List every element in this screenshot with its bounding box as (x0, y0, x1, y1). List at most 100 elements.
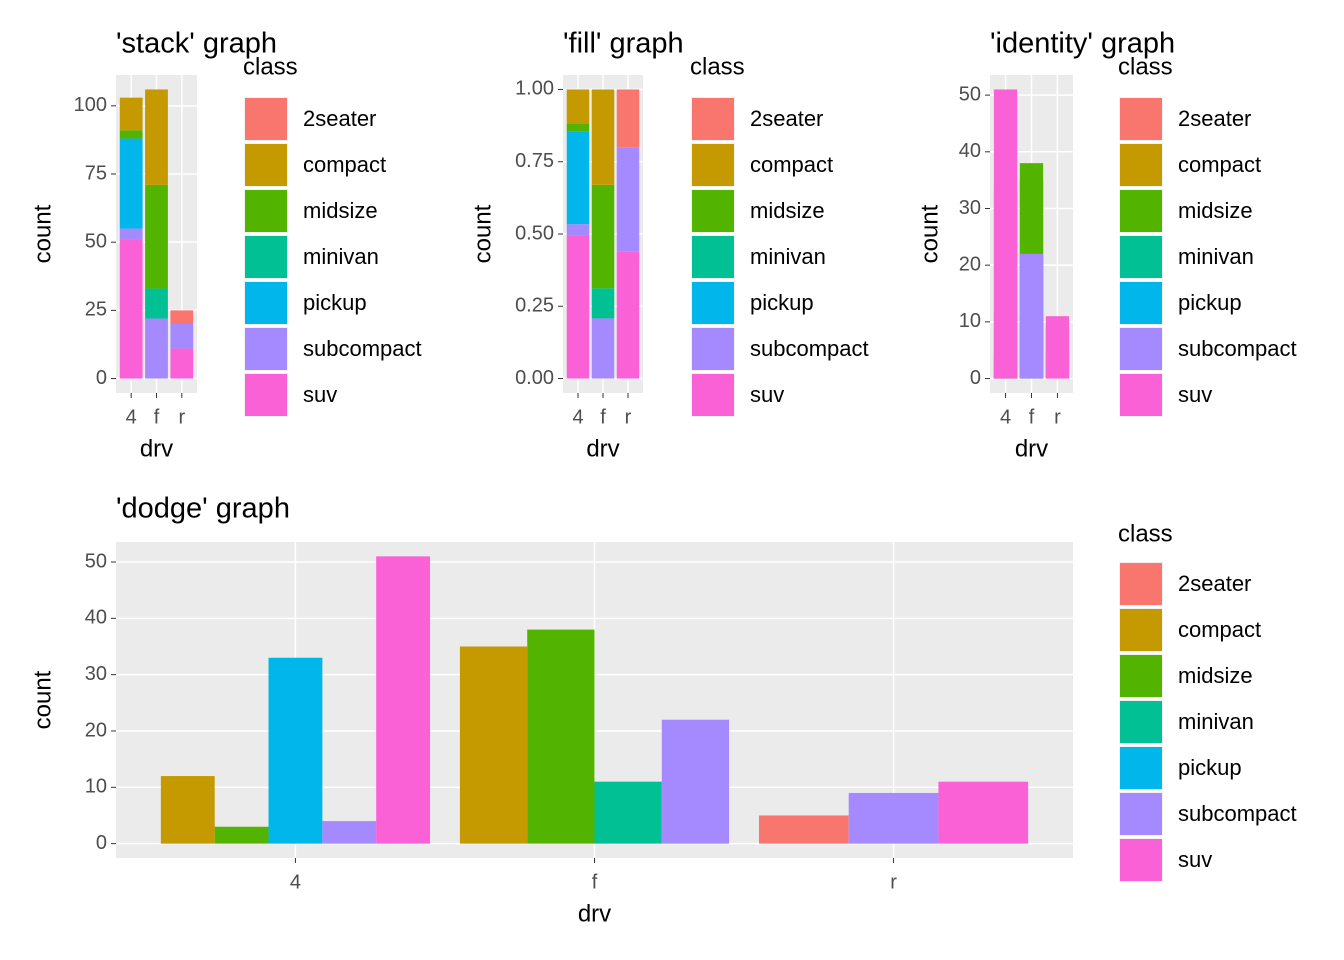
bar (566, 123, 590, 132)
legend-swatch (1120, 190, 1162, 232)
legend-swatch (692, 374, 734, 416)
y-axis-label: count (469, 204, 496, 263)
legend-label: 2seater (750, 106, 823, 131)
legend-swatch (1120, 144, 1162, 186)
legend-label: subcompact (750, 336, 869, 361)
y-tick-label: 75 (85, 162, 107, 184)
legend-label: subcompact (303, 336, 422, 361)
legend-title: class (1118, 53, 1173, 80)
bar (758, 815, 849, 844)
bar (616, 251, 640, 379)
legend-swatch (1120, 563, 1162, 605)
bar (145, 184, 168, 289)
legend-swatch (1120, 328, 1162, 370)
legend-label: minivan (1178, 244, 1254, 269)
y-tick-label: 20 (85, 719, 107, 741)
bar (145, 318, 168, 379)
y-tick-label: 30 (85, 663, 107, 685)
y-tick-label: 0.25 (515, 295, 554, 317)
y-tick-label: 0 (96, 832, 107, 854)
bar (591, 288, 615, 319)
x-tick-label: r (178, 406, 185, 428)
bar (591, 318, 615, 379)
legend-label: subcompact (1178, 336, 1297, 361)
legend-swatch (245, 190, 287, 232)
bar (594, 781, 662, 844)
legend-swatch (1120, 793, 1162, 835)
y-tick-label: 40 (85, 607, 107, 629)
bar (160, 776, 215, 844)
bar (170, 324, 194, 349)
legend-swatch (692, 328, 734, 370)
x-tick-label: 4 (1000, 406, 1011, 428)
y-tick-label: 10 (959, 310, 981, 332)
legend-label: compact (303, 152, 386, 177)
bar (119, 97, 143, 131)
legend-swatch (1120, 98, 1162, 140)
bar (566, 235, 590, 379)
legend-swatch (245, 144, 287, 186)
legend-swatch (692, 190, 734, 232)
legend-swatch (692, 282, 734, 324)
x-tick-label: 4 (290, 871, 301, 893)
y-tick-label: 40 (959, 140, 981, 162)
legend-label: pickup (1178, 755, 1242, 780)
x-axis-label: drv (1015, 435, 1048, 462)
legend-label: minivan (750, 244, 826, 269)
bar (566, 89, 590, 124)
legend-label: midsize (1178, 663, 1253, 688)
legend-label: suv (1178, 382, 1212, 407)
y-axis-label: count (916, 204, 943, 263)
x-axis-label: drv (586, 435, 619, 462)
x-tick-label: r (1054, 406, 1061, 428)
y-tick-label: 0.75 (515, 150, 554, 172)
bar (119, 138, 143, 229)
legend-swatch (245, 236, 287, 278)
chart-title: 'dodge' graph (116, 493, 290, 525)
bar (119, 130, 143, 139)
y-tick-label: 50 (85, 230, 107, 252)
bar (268, 657, 323, 844)
bar (170, 348, 194, 379)
bar (119, 239, 143, 379)
y-tick-label: 0.00 (515, 367, 554, 389)
bar (616, 89, 640, 148)
bar (1045, 316, 1070, 379)
legend-swatch (1120, 609, 1162, 651)
legend-swatch (1120, 655, 1162, 697)
bar (1019, 253, 1044, 379)
chart-title: 'fill' graph (563, 28, 684, 60)
legend-title: class (690, 53, 745, 80)
legend-label: minivan (303, 244, 379, 269)
bar (566, 131, 590, 225)
bar (566, 224, 590, 236)
bar (119, 228, 143, 240)
bar (376, 556, 431, 844)
x-tick-label: 4 (126, 406, 137, 428)
bar (145, 288, 168, 319)
y-axis-label: count (29, 670, 56, 729)
legend-label: compact (1178, 152, 1261, 177)
y-tick-label: 25 (85, 299, 107, 321)
legend-label: compact (1178, 617, 1261, 642)
legend-swatch (692, 144, 734, 186)
chart-title: 'stack' graph (116, 28, 277, 60)
legend-label: suv (303, 382, 337, 407)
y-tick-label: 1.00 (515, 78, 554, 100)
chart-title: 'identity' graph (990, 28, 1175, 60)
bar (616, 147, 640, 252)
legend-label: midsize (1178, 198, 1253, 223)
legend-title: class (243, 53, 298, 80)
legend-label: 2seater (303, 106, 376, 131)
legend-swatch (1120, 236, 1162, 278)
legend-swatch (245, 374, 287, 416)
x-tick-label: r (625, 406, 632, 428)
x-tick-label: r (890, 871, 897, 893)
bar (661, 719, 730, 844)
legend-swatch (692, 98, 734, 140)
legend-label: suv (1178, 847, 1212, 872)
legend-title: class (1118, 520, 1173, 547)
legend-swatch (245, 98, 287, 140)
y-tick-label: 100 (74, 94, 107, 116)
